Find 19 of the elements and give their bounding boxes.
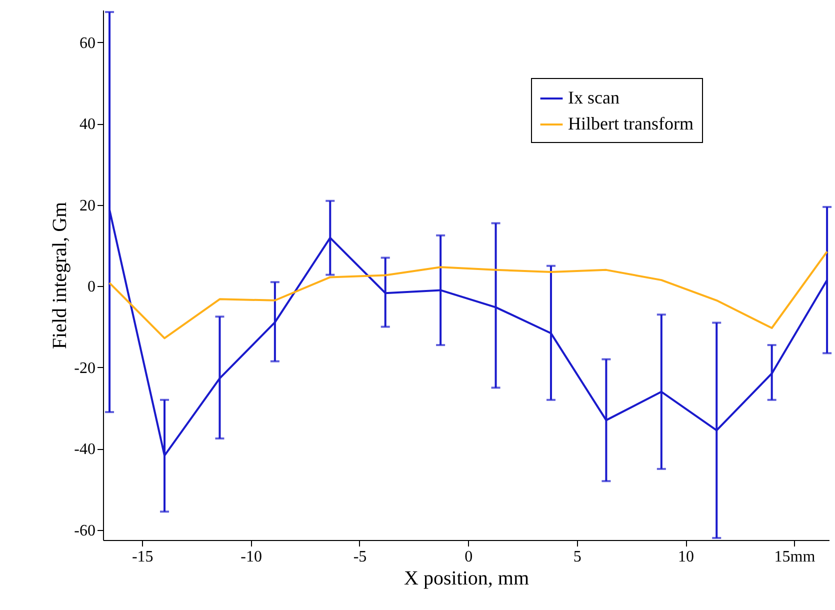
y-tick-label: -20	[74, 360, 96, 377]
y-tick-label: 40	[80, 116, 96, 134]
y-axis-title: Field integral, Gm	[49, 201, 72, 350]
x-tick-label: 10	[678, 548, 694, 566]
x-tick-label: 5	[573, 548, 582, 566]
y-tick-label: -60	[74, 522, 96, 540]
y-tick-label: -40	[74, 441, 96, 458]
x-tick-label: 15mm	[774, 548, 816, 566]
x-tick-label: -10	[240, 548, 262, 566]
x-tick-label: 0	[464, 548, 473, 566]
y-tick-label: 0	[88, 278, 96, 296]
x-tick-label: -15	[132, 548, 154, 566]
y-tick-label: 20	[80, 197, 96, 214]
y-tick-label: 60	[80, 34, 96, 52]
line-series	[108, 250, 828, 340]
x-tick-label: -5	[353, 548, 367, 566]
legend-label: Ix scan	[568, 88, 620, 108]
legend-label: Hilbert transform	[568, 114, 694, 134]
x-axis-title: X position, mm	[404, 568, 530, 590]
